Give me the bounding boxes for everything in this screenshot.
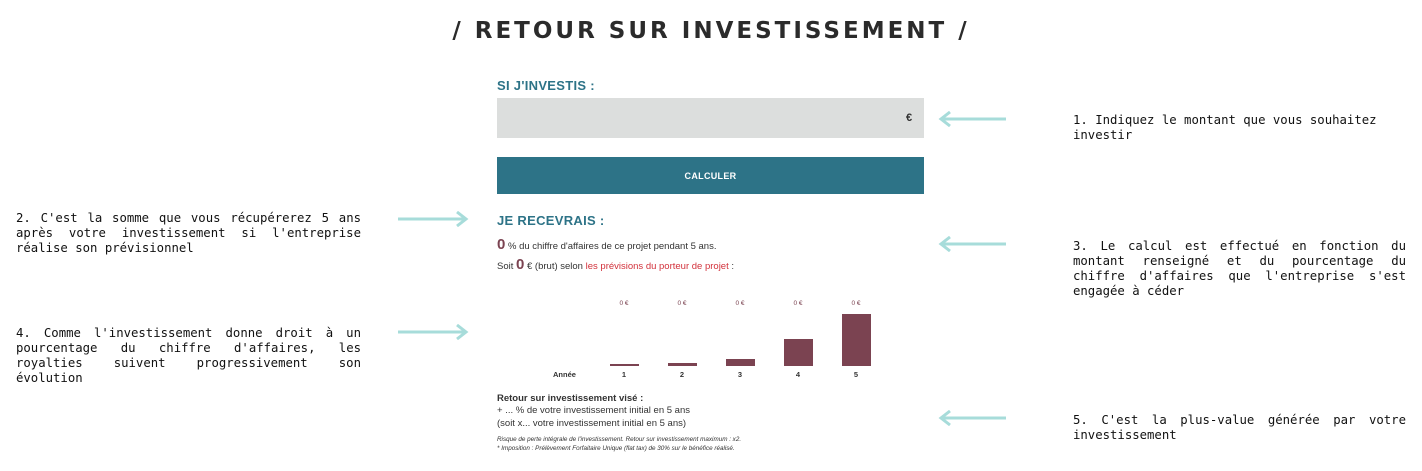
calculate-button[interactable]: CALCULER: [497, 157, 924, 194]
risk-note: Risque de perte intégrale de l'investiss…: [497, 436, 742, 443]
year-tick-label: 4: [795, 370, 801, 379]
year-tick-label: 1: [621, 370, 627, 379]
currency-symbol: €: [906, 112, 913, 124]
x-axis-label: Année: [553, 370, 576, 379]
annotation-3: 3. Le calcul est effectué en fonction du…: [1073, 239, 1406, 298]
annotation-5: 5. C'est la plus-value générée par votre…: [1073, 413, 1406, 442]
chart-bar: [609, 364, 639, 366]
bar-value-label: 0 €: [851, 300, 861, 307]
bar-value-label: 0 €: [735, 300, 745, 307]
amount-input[interactable]: [497, 98, 924, 138]
year-tick-label: 3: [737, 370, 743, 379]
year-tick-label: 2: [679, 370, 685, 379]
year-tick-label: 5: [853, 370, 859, 379]
chart-bar: [725, 359, 755, 366]
amount-field[interactable]: [497, 98, 924, 138]
invest-label: SI J'INVESTIS :: [497, 78, 595, 93]
chart-bar: [667, 363, 697, 366]
percentage-line: 0 % du chiffre d'affaires de ce projet p…: [497, 236, 716, 253]
amount-line: Soit 0 € (brut) selon les prévisions du …: [497, 256, 734, 273]
amount-text: € (brut) selon: [527, 261, 583, 272]
arrow-left-icon: [938, 236, 1006, 252]
arrow-right-icon: [398, 324, 469, 340]
roi-line-2: (soit x... votre investissement initial …: [497, 418, 687, 429]
roi-line-1: + ... % de votre investissement initial …: [497, 405, 691, 416]
chart-bar: [783, 339, 813, 366]
bar-value-label: 0 €: [793, 300, 803, 307]
annotation-2: 2. C'est la somme que vous récupérerez 5…: [16, 211, 361, 255]
arrow-left-icon: [938, 410, 1006, 426]
annotation-4: 4. Comme l'investissement donne droit à …: [16, 326, 361, 385]
bar-value-label: 0 €: [677, 300, 687, 307]
percentage-text: % du chiffre d'affaires de ce projet pen…: [507, 241, 717, 252]
arrow-right-icon: [398, 211, 469, 227]
chart-bar: [841, 314, 871, 366]
roi-title: Retour sur investissement visé :: [497, 393, 644, 404]
link-suffix: :: [728, 261, 735, 272]
forecast-link[interactable]: les prévisions du porteur de projet: [585, 261, 729, 272]
page-title: / RETOUR SUR INVESTISSEMENT /: [452, 18, 970, 44]
soit-text: Soit: [497, 261, 514, 272]
amount-value: 0: [516, 256, 525, 273]
tax-note: * Imposition : Prélèvement Forfaitaire U…: [497, 445, 735, 452]
percentage-value: 0: [497, 236, 506, 253]
annotation-1: 1. Indiquez le montant que vous souhaite…: [1073, 113, 1377, 142]
receive-label: JE RECEVRAIS :: [497, 213, 605, 228]
bar-value-label: 0 €: [619, 300, 629, 307]
arrow-left-icon: [938, 111, 1006, 127]
